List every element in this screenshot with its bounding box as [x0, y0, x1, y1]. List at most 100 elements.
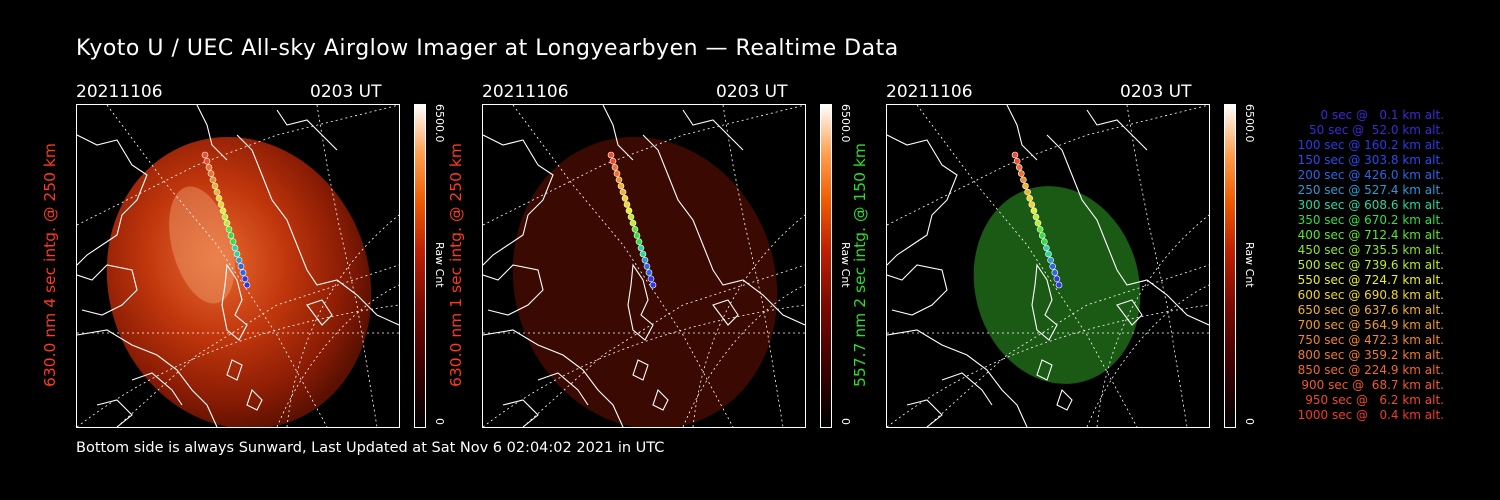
legend-entry: 400 sec @ 712.4 km alt. [1293, 228, 1444, 242]
coastline-segment [236, 134, 399, 326]
grid-line [286, 214, 399, 427]
coastline-segment [1031, 263, 1058, 341]
trajectory-marker [215, 195, 223, 202]
coastline-segment [712, 299, 739, 326]
trajectory-marker [205, 164, 213, 171]
trajectory-marker [621, 195, 629, 202]
lat-lon-grid [483, 105, 805, 427]
grid-line [512, 105, 734, 427]
trajectory-marker [241, 275, 249, 283]
grid-line [522, 264, 805, 427]
coastline-segment [682, 109, 744, 151]
trajectory-marker [1018, 170, 1025, 177]
trajectory-marker [235, 256, 243, 264]
trajectory-marker [647, 275, 655, 283]
trajectory-markers [607, 151, 657, 289]
legend-entry: 800 sec @ 359.2 km alt. [1293, 348, 1444, 362]
panel-557nm-2sec: 20211106 0203 UT 557.7 nm 2 sec intg. @ … [851, 80, 1306, 430]
legend-entry: 0 sec @ 0.1 km alt. [1309, 108, 1444, 122]
coastline-segment [502, 399, 539, 427]
panel-date: 20211106 [76, 82, 163, 102]
panel-630nm-1sec: 20211106 0203 UT 630.0 nm 1 sec intg. @ … [447, 80, 902, 430]
coastline-segment [1056, 388, 1073, 411]
lat-lon-grid [77, 105, 399, 427]
trajectory-marker [609, 157, 617, 165]
coastline-segment [77, 329, 218, 427]
airglow-emission [106, 136, 372, 427]
trajectory-marker [1013, 157, 1021, 165]
grid-line [1126, 105, 1188, 427]
allsky-image [482, 104, 806, 428]
legend-entry: 100 sec @ 160.2 km alt. [1293, 138, 1444, 152]
trajectory-marker [1055, 281, 1063, 289]
trajectory-marker [201, 151, 209, 159]
coastline-segment [131, 372, 183, 406]
legend-entry: 350 sec @ 670.2 km alt. [1293, 213, 1444, 227]
coastline-segment [77, 264, 138, 316]
coastline-segment [906, 399, 943, 427]
grid-line [106, 105, 328, 427]
trajectory-marker [639, 250, 647, 258]
legend-entry: 600 sec @ 690.8 km alt. [1293, 288, 1444, 302]
coastline-segment [652, 388, 669, 411]
trajectory-marker [223, 219, 231, 227]
trajectory-marker [211, 182, 219, 190]
trajectory-markers [1011, 151, 1063, 289]
trajectory-marker [645, 269, 653, 276]
trajectory-marker [637, 244, 645, 252]
trajectory-marker [627, 213, 635, 221]
panel-date: 20211106 [886, 82, 973, 102]
coastline-segment [221, 263, 248, 341]
legend-entry: 900 sec @ 68.7 km alt. [1297, 378, 1444, 392]
trajectory-marker [607, 151, 615, 159]
trajectory-marker [207, 170, 215, 177]
allsky-image [886, 104, 1210, 428]
trajectory-marker [233, 250, 241, 258]
trajectory-marker [221, 213, 229, 221]
trajectory-marker [1041, 238, 1048, 245]
panel-time: 0203 UT [310, 82, 382, 102]
grid-line [1096, 214, 1209, 427]
coastline-segment [887, 329, 1028, 427]
trajectory-legend: 0 sec @ 0.1 km alt. 50 sec @ 52.0 km alt… [1294, 108, 1444, 423]
grid-line [316, 105, 378, 427]
legend-entry: 200 sec @ 426.0 km alt. [1293, 168, 1444, 182]
coastline-segment [246, 388, 263, 411]
legend-entry: 450 sec @ 735.5 km alt. [1293, 243, 1444, 257]
colorbar-min-label: 0 [1243, 418, 1256, 425]
legend-entry: 1000 sec @ 0.4 km alt. [1297, 408, 1444, 422]
trajectory-marker [1045, 250, 1052, 258]
grid-line [116, 264, 399, 427]
legend-entry: 550 sec @ 724.7 km alt. [1293, 273, 1444, 287]
legend-entry: 150 sec @ 303.8 km alt. [1293, 153, 1444, 167]
coastline-map [887, 105, 1209, 427]
trajectory-marker [1034, 219, 1042, 227]
colorbar-unit-label: Raw Cnt [1243, 242, 1256, 288]
grid-line [483, 304, 805, 427]
grid-line [887, 105, 1209, 226]
trajectory-marker [225, 226, 233, 233]
legend-entry: 500 sec @ 739.6 km alt. [1293, 258, 1444, 272]
trajectory-marker [617, 182, 625, 190]
grid-line [77, 304, 399, 427]
colorbar-max-label: 6500.0 [433, 104, 446, 143]
trajectory-marker [649, 281, 657, 289]
lat-lon-grid [887, 105, 1209, 427]
trajectory-marker [229, 238, 237, 245]
coastline-map [483, 105, 805, 427]
panel-time: 0203 UT [716, 82, 788, 102]
panel-date: 20211106 [482, 82, 569, 102]
coastline-segment [1086, 109, 1148, 151]
footer-status: Bottom side is always Sunward, Last Upda… [76, 440, 665, 456]
trajectory-markers [201, 151, 251, 289]
legend-entry: 300 sec @ 608.6 km alt. [1293, 198, 1444, 212]
trajectory-marker [213, 188, 221, 196]
coastline-segment [306, 299, 333, 326]
panel-630nm-4sec: 20211106 0203 UT 630.0 nm 4 sec intg. @ … [41, 80, 496, 430]
grid-line [692, 214, 805, 427]
trajectory-marker [219, 207, 227, 214]
trajectory-marker [1011, 151, 1019, 159]
trajectory-marker [243, 281, 251, 289]
trajectory-marker [613, 170, 621, 177]
trajectory-marker [1043, 244, 1050, 252]
